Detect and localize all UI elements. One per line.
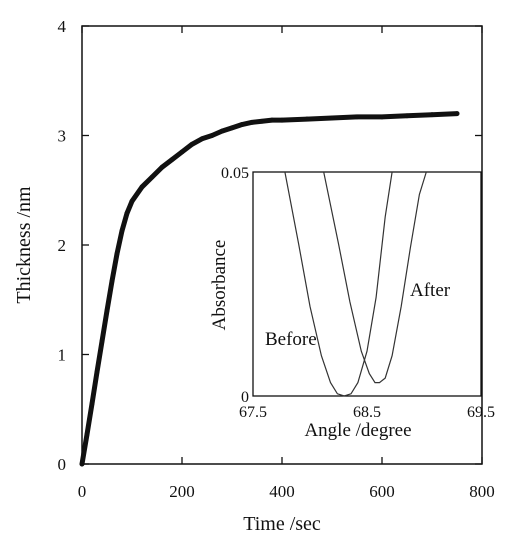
inset-x-tick-label: 67.5: [239, 404, 267, 421]
thickness-point: [269, 117, 275, 123]
thickness-point: [209, 133, 215, 138]
inset-x-tick-label: 69.5: [467, 404, 495, 421]
inset-y-ticks: 00.05: [221, 165, 249, 406]
thickness-point: [149, 174, 155, 180]
thickness-point: [354, 114, 360, 120]
main-x-ticks: 0 200 400 600 800: [78, 26, 495, 501]
main-y-tick-label: 1: [58, 346, 67, 365]
absorbance-series: [284, 171, 427, 397]
thickness-point: [219, 128, 225, 134]
thickness-point: [189, 141, 195, 147]
thickness-point: [109, 278, 115, 284]
thickness-point: [304, 116, 310, 122]
main-y-tick-label: 2: [58, 236, 67, 255]
thickness-point: [129, 198, 135, 204]
inset-plot-area: [252, 171, 482, 397]
thickness-series: [79, 111, 460, 467]
thickness-point: [114, 251, 120, 257]
inset-x-ticks: 67.5 68.5 69.5: [239, 404, 495, 421]
before-curve: [284, 171, 393, 397]
inset-x-axis-label: Angle /degree: [304, 420, 411, 441]
thickness-point: [239, 122, 245, 127]
thickness-point: [454, 111, 460, 116]
thickness-point: [259, 118, 265, 124]
after-annotation: After: [410, 280, 451, 301]
thickness-point: [279, 117, 285, 123]
main-x-tick-label: 400: [269, 482, 295, 501]
thickness-point: [429, 112, 435, 118]
main-y-tick-label: 3: [58, 127, 67, 146]
main-x-tick-label: 0: [78, 482, 87, 501]
thickness-point: [179, 149, 185, 155]
thickness-point: [379, 114, 385, 120]
thickness-point: [329, 115, 335, 121]
main-x-tick-label: 600: [369, 482, 395, 501]
inset-x-tick-label: 68.5: [353, 404, 381, 421]
thickness-point: [229, 125, 235, 131]
main-x-axis-label: Time /sec: [243, 513, 321, 535]
thickness-point: [99, 338, 105, 344]
thickness-point: [89, 401, 95, 407]
main-y-tick-label: 0: [58, 455, 67, 474]
inset-y-tick-label: 0.05: [221, 165, 249, 182]
thickness-point: [119, 228, 125, 234]
inset-y-axis-label: Absorbance: [209, 240, 230, 331]
thickness-point: [249, 119, 255, 125]
main-x-tick-label: 200: [169, 482, 195, 501]
thickness-point: [169, 157, 175, 162]
thickness-point: [104, 308, 110, 314]
main-x-tick-label: 800: [469, 482, 495, 501]
thickness-point: [199, 136, 205, 142]
thickness-point: [159, 164, 165, 170]
after-curve: [323, 171, 427, 384]
thickness-point: [139, 184, 145, 190]
thickness-point: [84, 432, 90, 437]
thickness-point: [124, 210, 130, 216]
thickness-point: [94, 369, 100, 375]
main-y-axis-label: Thickness /nm: [13, 186, 35, 304]
thickness-point: [79, 461, 85, 467]
thickness-point: [404, 113, 410, 119]
before-annotation: Before: [265, 329, 317, 350]
inset-y-tick-label: 0: [241, 389, 249, 406]
main-y-tick-label: 4: [58, 17, 67, 36]
